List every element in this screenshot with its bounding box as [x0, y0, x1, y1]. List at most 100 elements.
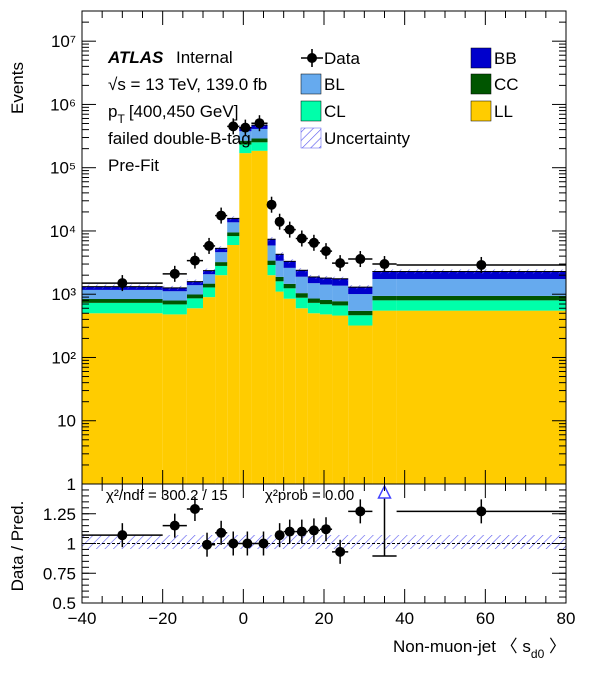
x-axis-title: Non-muon-jet 〈 sd0 〉: [393, 637, 566, 661]
legend-cc-label: CC: [494, 75, 519, 94]
ratio-point: [169, 520, 180, 531]
bar-cc: [275, 276, 284, 282]
bar-cc: [239, 140, 252, 145]
bar-cc: [348, 310, 373, 316]
bar-ll: [239, 153, 252, 484]
data-point: [254, 118, 265, 129]
bar-cc: [186, 294, 203, 299]
data-point: [308, 237, 319, 248]
bar-bl: [203, 274, 216, 284]
bar-bl: [275, 260, 284, 277]
ratio-point: [189, 503, 200, 514]
bar-ll: [307, 313, 320, 484]
bar-bl: [239, 131, 252, 141]
bar-ll: [372, 310, 397, 484]
ratio-y-axis-title: Data / Pred.: [8, 501, 27, 592]
bar-ll: [283, 298, 296, 484]
ratio-uncertainty-band: [82, 535, 566, 549]
bar-bl: [227, 222, 240, 233]
bar-cl: [396, 300, 566, 311]
bar-cl: [215, 265, 228, 276]
ratio-y-tick-label: 0.75: [43, 564, 76, 583]
legend-uncertainty-label: Uncertainty: [324, 129, 410, 148]
bar-bl: [348, 294, 373, 311]
bar-cl: [186, 298, 203, 309]
bar-bb: [283, 261, 296, 268]
ratio-point: [296, 526, 307, 537]
data-point: [189, 255, 200, 266]
bar-bl: [332, 285, 349, 302]
data-point: [228, 121, 239, 132]
bar-cl: [251, 142, 268, 151]
ratio-point: [308, 525, 319, 536]
bar-ll: [332, 315, 349, 484]
ratio-point: [476, 506, 487, 517]
chi2-prob-label: χ²prob = 0.00: [265, 487, 354, 504]
ratio-point: [242, 538, 253, 549]
bar-cl: [82, 302, 163, 314]
bar-bb: [267, 239, 276, 246]
ratio-point: [258, 538, 269, 549]
ratio-x-axis: −40 −20 0 20 40 60 80: [68, 484, 575, 628]
bar-ll: [396, 310, 566, 484]
y-tick-label: 10³: [51, 285, 76, 304]
internal-label: Internal: [176, 48, 233, 67]
bar-bb: [275, 254, 284, 261]
legend-bb-swatch: [470, 47, 492, 69]
data-point: [169, 268, 180, 279]
bar-cl: [162, 304, 187, 315]
bar-cl: [307, 302, 320, 314]
y-tick-label: 10⁵: [50, 159, 76, 178]
bar-bl: [319, 284, 333, 301]
bar-cl: [267, 264, 276, 276]
data-point: [321, 246, 332, 257]
bar-cc: [295, 293, 308, 298]
data-point: [335, 258, 346, 269]
bar-bl: [267, 245, 276, 261]
bar-cc: [162, 300, 187, 305]
bar-ll: [251, 150, 268, 485]
y-tick-label: 10⁶: [50, 95, 76, 114]
bar-bl: [283, 267, 296, 284]
bar-ll: [348, 325, 373, 484]
ratio-points: [82, 484, 566, 564]
x-tick-label: 40: [395, 609, 414, 628]
bar-bl: [372, 279, 397, 296]
legend-cl-label: CL: [324, 102, 346, 121]
legend-ll-swatch: [470, 100, 492, 122]
y-tick-label: 10⁷: [51, 32, 76, 51]
legend-ll-label: LL: [494, 102, 513, 121]
data-points: [82, 115, 566, 292]
legend-cl-swatch: [300, 100, 322, 122]
bar-ll: [215, 275, 228, 484]
bar-cc: [203, 283, 216, 288]
data-point: [216, 210, 227, 221]
bar-cc: [396, 295, 566, 301]
bar-cc: [283, 283, 296, 289]
ratio-point: [355, 506, 366, 517]
bar-bl: [186, 285, 203, 295]
ratio-y-tick-label: 0.5: [52, 594, 76, 613]
ratio-point: [216, 527, 227, 538]
legend-data: Data: [301, 49, 360, 68]
data-point: [476, 259, 487, 270]
ratio-point: [321, 524, 332, 535]
bar-cl: [372, 300, 397, 311]
bar-ll: [162, 314, 187, 484]
bar-ll: [227, 244, 240, 484]
bar-cc: [372, 295, 397, 301]
data-point: [379, 259, 390, 270]
legend: Data BL CL Uncertainty BB CC LL: [300, 47, 519, 149]
bar-bl: [251, 128, 268, 139]
bar-bl: [215, 252, 228, 263]
chi2-ndf-label: χ²/ndf = 300.2 / 15: [106, 487, 228, 504]
ratio-y-tick-label: 1: [67, 535, 76, 554]
legend-cc-swatch: [470, 73, 492, 95]
x-tick-label: 20: [315, 609, 334, 628]
main-y-axis: 1 10 10² 10³ 10⁴ 10⁵ 10⁶ 10⁷: [50, 10, 566, 494]
bar-bl: [396, 279, 566, 296]
y-tick-label: 10²: [51, 348, 76, 367]
bar-cc: [267, 260, 276, 265]
legend-bb-label: BB: [494, 49, 517, 68]
